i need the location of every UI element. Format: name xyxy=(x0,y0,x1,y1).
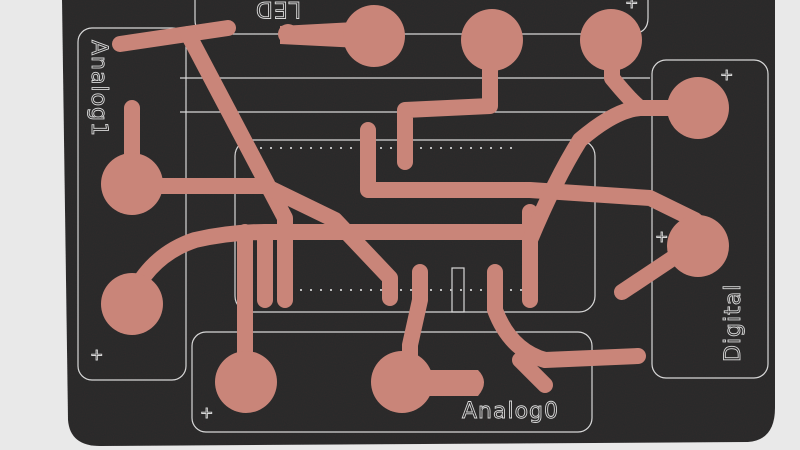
pad-led-3 xyxy=(580,9,642,71)
pad-digital-2 xyxy=(667,215,729,277)
silkscreen-outlines xyxy=(77,0,769,433)
label-digital: Digital xyxy=(721,284,746,362)
copper-pads xyxy=(101,5,729,413)
copper-traces xyxy=(112,20,708,393)
plus-marker: + xyxy=(200,403,214,422)
label-led: LED xyxy=(255,0,301,21)
pad-analog0-1 xyxy=(215,351,277,413)
outline-digital xyxy=(651,59,769,379)
outline-analog1 xyxy=(77,27,187,381)
plus-marker: + xyxy=(655,227,669,246)
pad-analog1-1 xyxy=(101,153,163,215)
pad-digital-1 xyxy=(667,77,729,139)
outline-analog0 xyxy=(191,331,593,433)
plus-marker: + xyxy=(625,0,639,12)
label-analog0: Analog0 xyxy=(462,399,559,424)
pad-analog1-2 xyxy=(101,273,163,335)
label-analog1: Analog1 xyxy=(86,40,111,137)
plus-marker: + xyxy=(720,65,734,84)
chip-pin-dots xyxy=(260,147,540,291)
pad-led-2 xyxy=(461,9,523,71)
plus-marker: + xyxy=(90,345,104,364)
pad-led-1 xyxy=(343,5,405,67)
